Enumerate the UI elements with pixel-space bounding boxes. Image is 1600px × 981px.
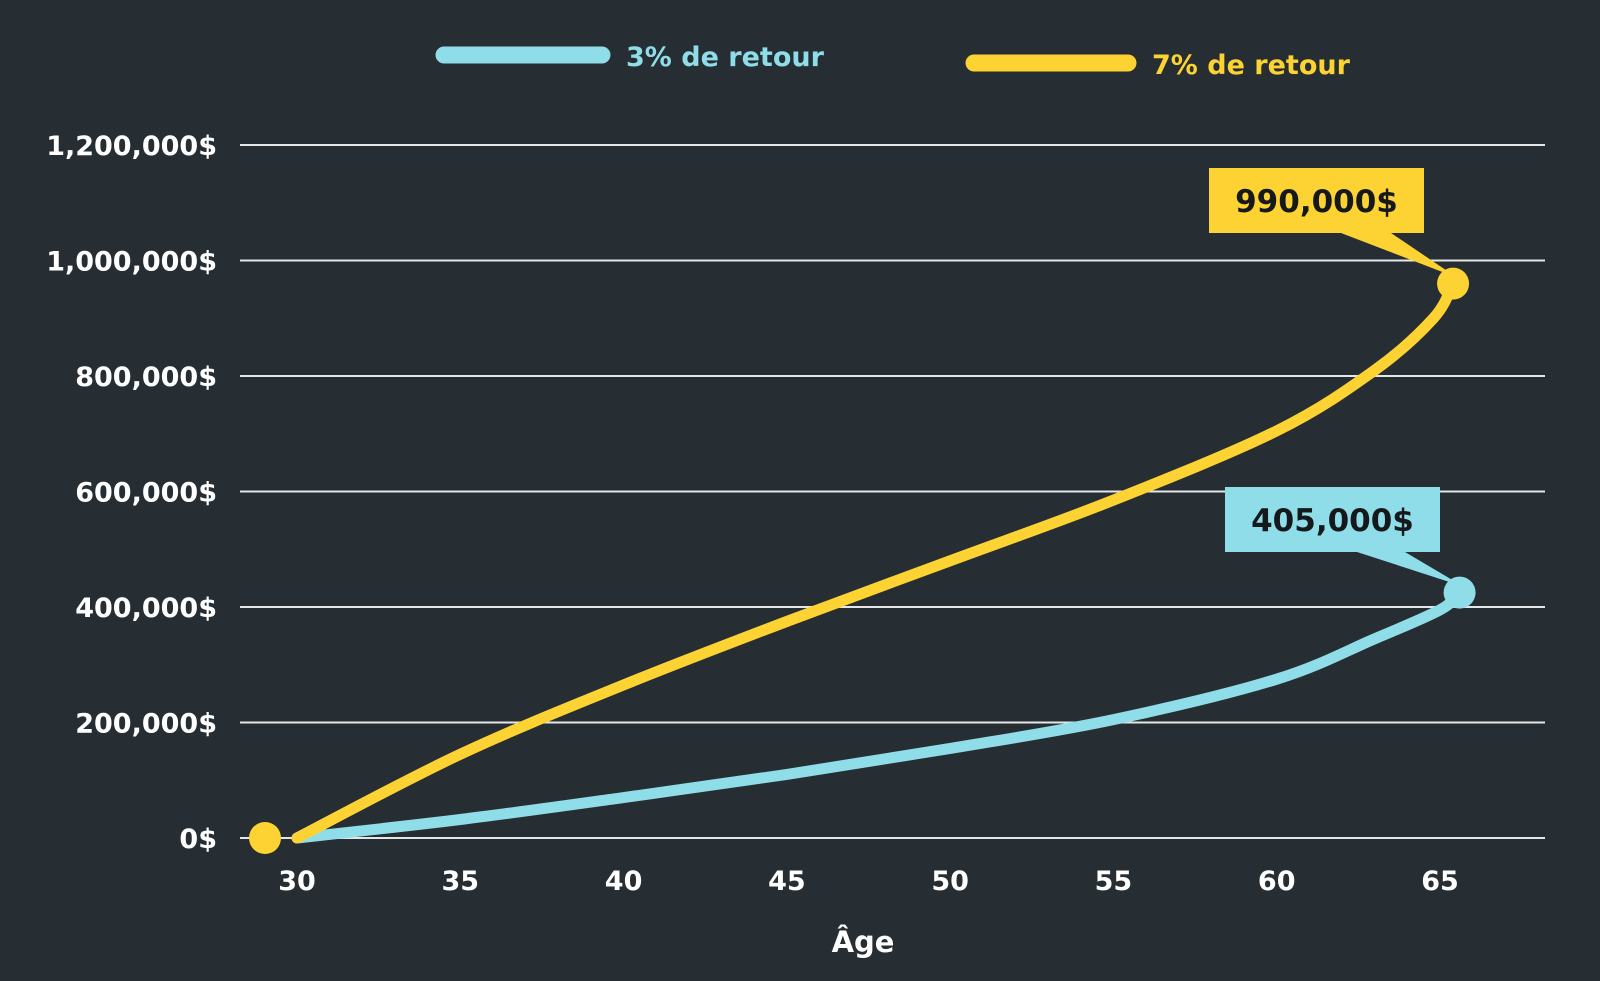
series-lines bbox=[291, 278, 1466, 844]
y-axis-tick-labels: 0$ 200,000$ 400,000$ 600,000$ 800,000$ 1,000,… bbox=[46, 131, 217, 855]
x-tick-label: 50 bbox=[931, 866, 969, 897]
legend-label: 3% de retour bbox=[626, 42, 825, 73]
y-tick-label: 200,000$ bbox=[75, 709, 217, 740]
y-tick-label: 1,000,000$ bbox=[46, 247, 217, 278]
y-tick-label: 600,000$ bbox=[75, 478, 217, 509]
gridlines bbox=[240, 144, 1545, 839]
x-tick-label: 55 bbox=[1095, 866, 1133, 897]
x-axis-tick-labels: 30 35 40 45 50 55 60 65 bbox=[278, 866, 1459, 897]
value-callouts: 405,000$ 990,000$ bbox=[1209, 168, 1464, 587]
x-axis-title: Âge bbox=[832, 925, 895, 959]
series-line bbox=[291, 278, 1459, 844]
series-end-point bbox=[1437, 267, 1470, 300]
y-tick-label: 0$ bbox=[179, 824, 217, 855]
callout-value-label: 405,000$ bbox=[1251, 503, 1414, 539]
x-tick-label: 45 bbox=[768, 866, 806, 897]
callout-value-label: 990,000$ bbox=[1235, 184, 1398, 220]
callout-pointer bbox=[1357, 552, 1464, 587]
callout-pointer bbox=[1341, 233, 1458, 278]
series-line bbox=[291, 587, 1466, 844]
callout-box bbox=[1209, 168, 1424, 233]
series-end-point bbox=[1443, 576, 1476, 609]
legend: 3% de retour 7% de retour bbox=[435, 42, 1351, 81]
y-tick-label: 400,000$ bbox=[75, 593, 217, 624]
series-points bbox=[249, 267, 1476, 854]
x-tick-label: 60 bbox=[1258, 866, 1296, 897]
x-tick-label: 40 bbox=[605, 866, 643, 897]
legend-label: 7% de retour bbox=[1152, 50, 1351, 81]
y-tick-label: 800,000$ bbox=[75, 362, 217, 393]
callout-box bbox=[1225, 487, 1440, 552]
x-tick-label: 35 bbox=[441, 866, 479, 897]
x-tick-label: 65 bbox=[1421, 866, 1459, 897]
y-tick-label: 1,200,000$ bbox=[46, 131, 217, 162]
series-start-point bbox=[249, 822, 281, 854]
x-tick-label: 30 bbox=[278, 866, 316, 897]
